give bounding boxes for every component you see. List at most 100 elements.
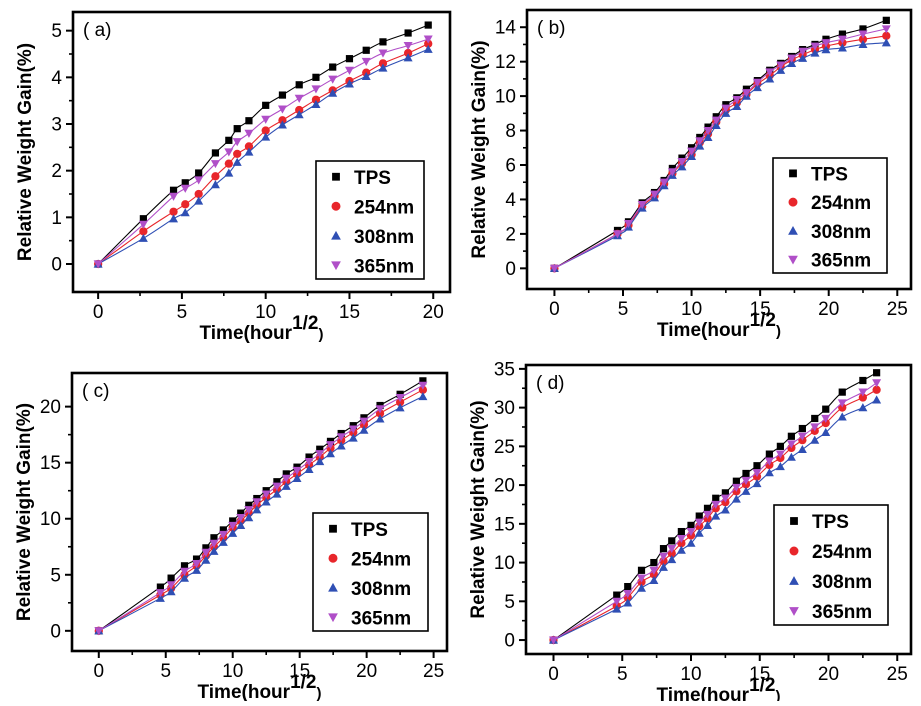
data-point-365nm — [677, 157, 687, 167]
data-point-308nm — [166, 587, 176, 596]
y-axis-label: Relative Weight Gain(%) — [469, 40, 490, 258]
data-point-TPS — [156, 583, 164, 591]
data-point-TPS — [882, 16, 890, 24]
legend-label: TPS — [812, 512, 849, 533]
data-point-308nm — [277, 120, 287, 129]
data-point-TPS — [624, 582, 632, 591]
data-point-308nm — [667, 554, 677, 564]
legend-label: 308nm — [354, 227, 414, 248]
data-point-365nm — [294, 94, 304, 103]
x-axis-label-close: ) — [775, 688, 780, 701]
legend-marker-TPS — [332, 172, 340, 181]
data-point-TPS — [732, 477, 740, 485]
legend-label: 308nm — [351, 579, 411, 600]
data-point-254nm — [211, 172, 220, 181]
data-point-TPS — [776, 442, 784, 450]
data-point-308nm — [272, 489, 282, 498]
y-tick-label: 0 — [504, 631, 515, 652]
data-point-254nm — [821, 418, 830, 428]
data-point-308nm — [765, 74, 775, 83]
data-point-308nm — [261, 132, 271, 141]
data-point-365nm — [169, 192, 179, 201]
y-tick-label: 20 — [494, 476, 515, 497]
x-tick-label: 10 — [255, 302, 276, 323]
data-point-308nm — [797, 444, 807, 454]
panel-label: ( b) — [537, 18, 566, 39]
data-point-365nm — [650, 190, 660, 199]
data-point-TPS — [195, 169, 203, 177]
data-point-TPS — [765, 450, 773, 458]
data-point-308nm — [348, 433, 358, 442]
y-tick-label: 0 — [505, 259, 516, 280]
legend-marker-254nm — [328, 553, 338, 563]
series-308nm — [549, 395, 882, 644]
legend-marker-308nm — [789, 576, 799, 585]
y-tick-label: 30 — [494, 398, 515, 419]
data-point-365nm — [649, 566, 659, 575]
data-point-365nm — [686, 527, 696, 537]
data-point-365nm — [361, 57, 371, 66]
data-point-TPS — [695, 512, 703, 520]
plot-frame — [524, 363, 913, 656]
data-point-308nm — [315, 457, 325, 466]
legend-label: 308nm — [812, 572, 872, 593]
data-point-308nm — [311, 99, 321, 108]
data-point-365nm — [228, 521, 238, 530]
data-point-365nm — [180, 184, 190, 193]
data-point-TPS — [167, 574, 175, 582]
data-point-365nm — [797, 432, 807, 441]
x-axis-label-superscript: 1/2 — [290, 672, 316, 693]
data-point-365nm — [93, 260, 103, 269]
data-point-365nm — [194, 176, 204, 185]
data-point-365nm — [252, 498, 262, 507]
data-point-TPS — [637, 566, 646, 574]
data-point-365nm — [328, 75, 338, 84]
data-point-TPS — [273, 478, 281, 486]
data-point-365nm — [613, 230, 623, 239]
data-point-308nm — [637, 583, 646, 592]
data-point-TPS — [424, 21, 432, 29]
data-point-365nm — [261, 490, 271, 499]
data-point-TPS — [233, 125, 241, 133]
y-tick-label: 5 — [51, 21, 62, 42]
data-point-TPS — [404, 29, 412, 37]
data-point-365nm — [776, 61, 786, 70]
legend: TPS 254nm 308nm 365nm — [315, 160, 425, 280]
data-point-365nm — [872, 379, 882, 388]
data-point-308nm — [694, 528, 704, 537]
data-point-308nm — [711, 511, 721, 520]
x-tick-label: 5 — [618, 299, 629, 320]
data-point-TPS — [721, 489, 729, 497]
data-point-365nm — [659, 552, 668, 561]
data-point-308nm — [686, 538, 696, 547]
x-axis-label-superscript: 1/2 — [292, 313, 318, 334]
x-axis-label-close: ) — [318, 326, 323, 343]
x-axis-label: Time(hour1/2) — [657, 675, 781, 701]
legend-marker-365nm — [331, 261, 341, 271]
data-point-254nm — [181, 200, 190, 209]
data-point-308nm — [304, 464, 314, 474]
y-tick-label: 10 — [40, 509, 61, 530]
legend: TPS 254nm 308nm 365nm — [772, 157, 888, 274]
data-point-TPS — [192, 555, 201, 563]
data-point-365nm — [637, 201, 647, 210]
chart-panel-1: 0 5 10 15 20 0 1 2 3 4 5 ( a) Relative Weight Gain(%… — [15, 10, 452, 344]
data-point-TPS — [282, 470, 290, 478]
data-point-365nm — [192, 559, 202, 569]
data-point-TPS — [613, 591, 621, 599]
data-point-308nm — [375, 414, 385, 423]
series-308nm — [93, 44, 433, 268]
data-point-365nm — [418, 381, 428, 390]
data-point-308nm — [361, 71, 371, 80]
x-tick-label: 20 — [818, 299, 839, 320]
data-point-308nm — [703, 132, 713, 142]
data-point-TPS — [312, 73, 320, 81]
data-point-254nm — [278, 116, 287, 125]
legend-marker-TPS — [790, 517, 798, 525]
data-point-365nm — [721, 104, 731, 113]
data-point-308nm — [731, 494, 741, 503]
legend-marker-254nm — [789, 546, 799, 556]
legend-marker-TPS — [329, 524, 337, 533]
